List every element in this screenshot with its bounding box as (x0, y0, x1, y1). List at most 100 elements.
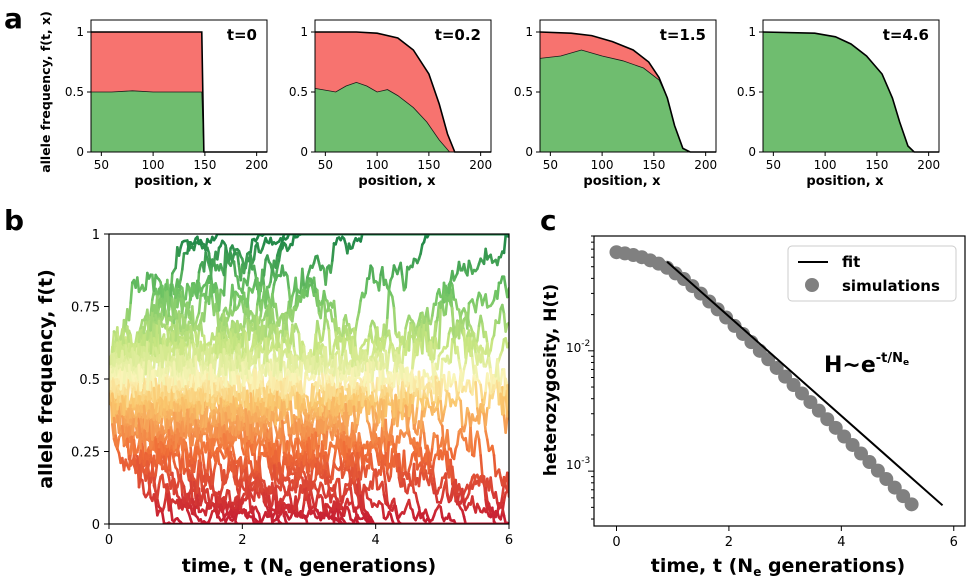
trajectory-segment (266, 453, 271, 469)
trajectory-segment (411, 322, 416, 347)
trajectory-segment (419, 243, 424, 255)
trajectory-segment (382, 434, 387, 455)
trajectory-segment (252, 244, 257, 261)
trajectory-segment (451, 465, 456, 484)
trajectory-segment (131, 393, 136, 411)
trajectory-segment (309, 348, 314, 360)
trajectory-segment (129, 281, 134, 305)
panel-a: allele frequency, f(t, x) 50 100 150 20000.… (38, 11, 940, 189)
trajectory-segment (399, 261, 404, 278)
subplot-frame (314, 19, 492, 153)
total-line (762, 31, 939, 153)
trajectory-segment (232, 290, 237, 312)
trajectory-segment (142, 318, 147, 335)
trajectory-segment (354, 318, 359, 332)
trajectory-segment (426, 379, 431, 398)
panel-label-b: b (4, 204, 24, 237)
trajectory-segment (404, 265, 409, 289)
trajectory-segment (271, 292, 276, 309)
trajectory-segment (204, 280, 209, 301)
trajectory-segment (251, 505, 256, 520)
trajectory-segment (184, 282, 189, 301)
trajectory-segment (191, 497, 196, 511)
trajectory-segment (332, 299, 337, 320)
trajectory-segment (281, 312, 286, 327)
trajectory-segment (252, 264, 257, 277)
trajectory-segment (486, 438, 491, 453)
trajectory-segment (161, 511, 166, 524)
x-tick-label: 200 (469, 158, 492, 172)
x-tick-label: 50 (94, 158, 109, 172)
trajectory-segment (352, 429, 357, 444)
trajectory-segment (322, 297, 327, 320)
trajectory-segment (377, 273, 382, 292)
green-area (763, 32, 939, 152)
trajectory-segment (422, 431, 427, 450)
trajectory-segment (371, 471, 376, 490)
trajectory-segment (494, 490, 499, 504)
trajectory-segment (482, 475, 487, 490)
trajectory-segment (474, 380, 479, 410)
trajectory-segment (429, 389, 434, 405)
y-tick-label: 1 (748, 25, 756, 39)
trajectory-segment (246, 271, 251, 287)
trajectory-segment (411, 257, 416, 269)
trajectory-segment (344, 324, 349, 339)
trajectory-segment (502, 475, 507, 488)
total-line (539, 31, 716, 153)
trajectory-segment (357, 299, 362, 314)
trajectory-segment (421, 376, 426, 392)
trajectory-segment (201, 450, 206, 467)
trajectory-segment (179, 455, 184, 474)
y-tick-label: 1 (525, 25, 533, 39)
trajectory-segment (307, 352, 312, 368)
trajectory-segment (316, 319, 321, 333)
trajectory-segment (136, 276, 141, 294)
panel-label-c: c (540, 204, 557, 237)
trajectory-segment (179, 472, 184, 497)
trajectory-segment (179, 267, 184, 281)
trajectory-segment (446, 450, 451, 468)
trajectory-segment (302, 397, 307, 412)
trajectory-segment (384, 483, 389, 504)
trajectory-segment (371, 267, 376, 284)
subplot-frame (762, 19, 940, 153)
trajectory-segment (367, 422, 372, 434)
subplot-xlabel: position, x (806, 174, 884, 189)
trajectory-segment (272, 448, 277, 466)
trajectory-segment (477, 438, 482, 457)
trajectory-segment (479, 454, 484, 477)
green-area (315, 82, 491, 152)
trajectory-segment (476, 430, 481, 441)
trajectory-segment (236, 458, 241, 471)
subplot-xlabel: position, x (134, 174, 212, 189)
trajectory-segment (256, 241, 261, 254)
trajectory-segment (422, 405, 427, 418)
trajectory-segment (391, 295, 396, 310)
trajectory-segment (166, 418, 171, 432)
trajectory-segment (501, 482, 506, 498)
trajectory-segment (409, 453, 414, 466)
trajectory-segment (444, 452, 449, 472)
trajectory-segment (216, 246, 221, 261)
trajectory-segment (472, 437, 477, 458)
trajectory-segment (301, 267, 306, 289)
trajectory-segment (236, 275, 241, 290)
subplot-0: 50 100 150 200 0 0.5 1 position, x t=0 (65, 19, 268, 189)
trajectory-segment (347, 509, 352, 521)
subplot-1: 50 100 150 200 0 0.5 1 position, x t=0.2 (289, 19, 492, 189)
green-area (91, 90, 267, 152)
x-tick-label: 100 (591, 158, 614, 172)
trajectory-segment (462, 262, 467, 274)
trajectory-segment (194, 279, 199, 295)
trajectory-segment (402, 449, 407, 476)
trajectory-segment (152, 273, 157, 293)
panel-b: 0 2 4 600.250.50.751 allele frequency, f(t)… (35, 228, 513, 578)
trajectory-segment (159, 281, 164, 300)
y-tick-label: 1 (76, 25, 84, 39)
y-tick-label: 0.5 (737, 85, 756, 99)
x-tick-label: 150 (417, 158, 440, 172)
time-label: t=4.6 (883, 26, 929, 44)
x-tick-label: 100 (366, 158, 389, 172)
trajectory-segment (497, 468, 502, 479)
